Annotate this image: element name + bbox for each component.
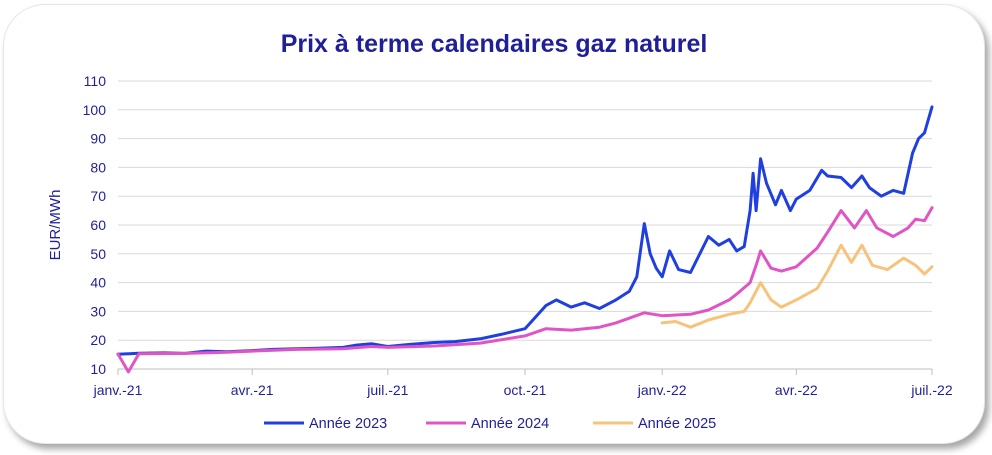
gridlines	[118, 80, 932, 341]
legend-label-3: Année 2025	[638, 416, 716, 432]
x-tick-label: avr.-21	[231, 382, 274, 398]
y-axis-label: EUR/MWh	[47, 190, 64, 261]
y-tick-label: 90	[90, 131, 106, 147]
y-tick-label: 20	[90, 332, 106, 348]
y-tick-label: 70	[90, 188, 106, 204]
x-tick-label: janv.-21	[93, 382, 143, 398]
series-lines	[116, 105, 934, 374]
y-tick-label: 30	[90, 303, 106, 319]
x-tick-label: oct.-21	[504, 382, 547, 398]
legend-label-1: Année 2023	[309, 416, 387, 432]
series-line-2	[116, 206, 934, 374]
y-tick-label: 60	[90, 217, 106, 233]
series-line-1	[116, 105, 934, 356]
chart-frame	[3, 4, 985, 444]
y-tick-label: 80	[90, 159, 106, 175]
y-tick-label: 50	[90, 246, 106, 262]
legend: Année 2023 Année 2024 Année 2025	[264, 416, 716, 432]
legend-label-2: Année 2024	[471, 416, 549, 432]
x-tick-label: janv.-22	[637, 382, 687, 398]
y-tick-label: 10	[90, 361, 106, 377]
y-tick-label: 100	[83, 102, 107, 118]
y-tick-label: 110	[84, 73, 107, 89]
y-tick-label: 40	[90, 275, 106, 291]
series-line-3	[660, 243, 934, 329]
chart-title: Prix à terme calendaires gaz naturel	[281, 30, 708, 58]
axes: 10 20 30 40 50 60 70 80 90 100 110 janv.-21 avr.-21 j…	[83, 73, 953, 398]
x-tick-label: juil.-21	[366, 382, 408, 398]
x-tick-label: juil.-22	[910, 382, 952, 398]
x-tick-label: avr.-22	[775, 382, 818, 398]
